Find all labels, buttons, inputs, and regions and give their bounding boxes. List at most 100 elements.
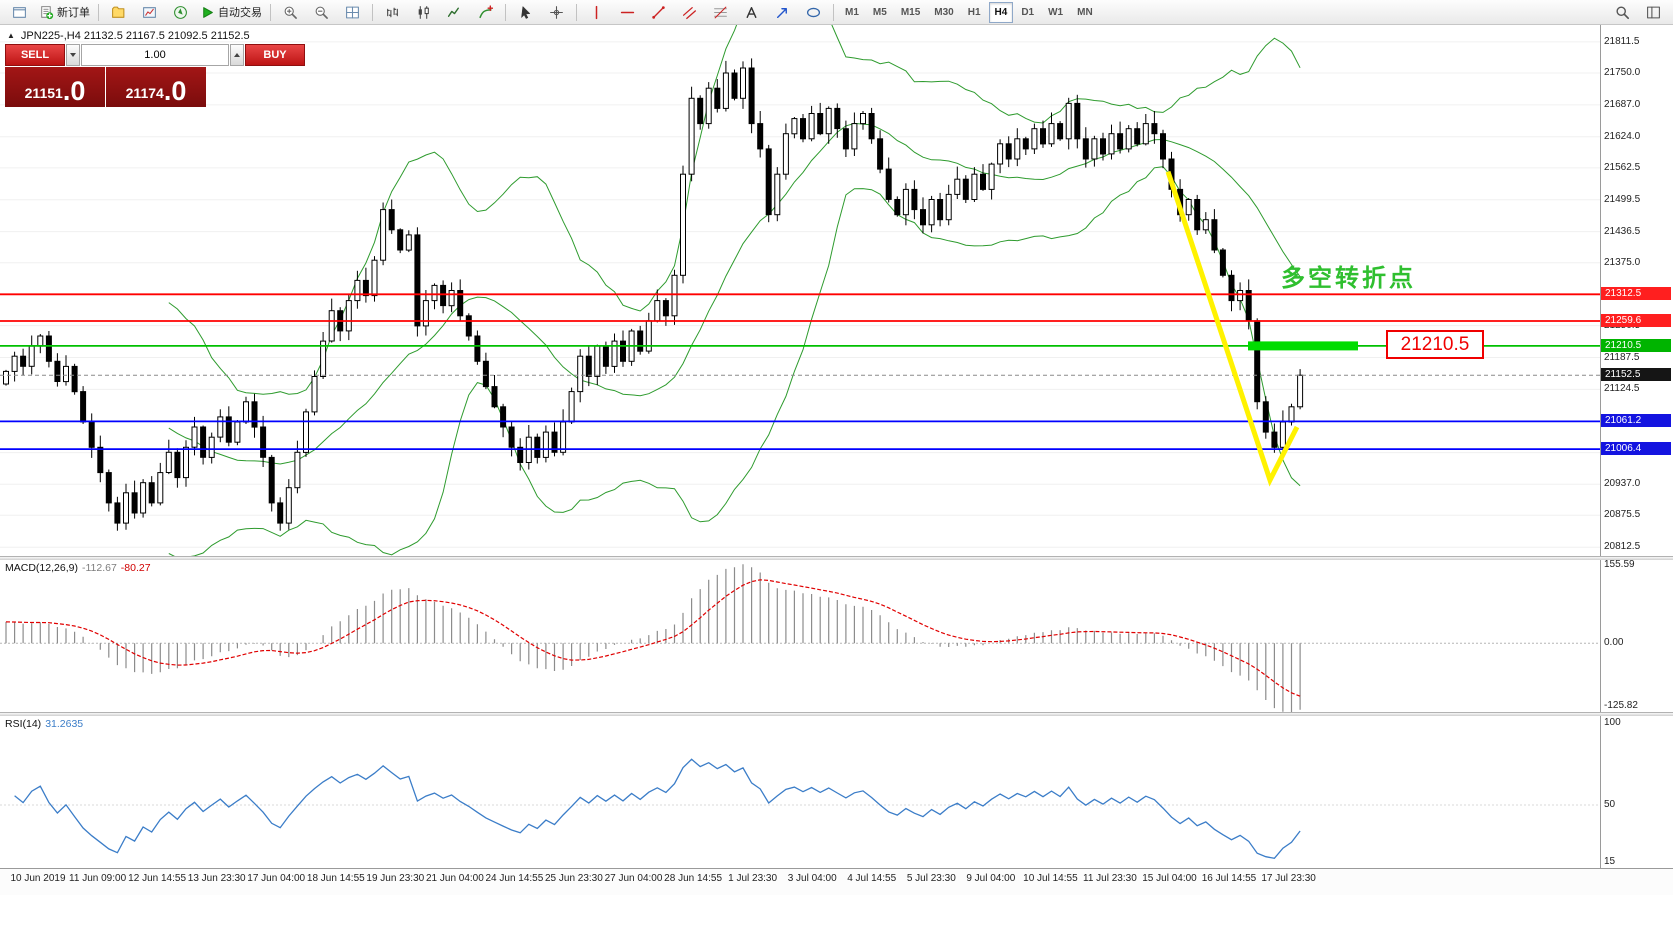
channel-button[interactable] (674, 1, 705, 24)
market-watch-icon (143, 6, 156, 18)
green-highlight-band[interactable] (1248, 341, 1358, 351)
price-callout-box[interactable]: 21210.5 (1386, 330, 1484, 359)
time-tick-label: 17 Jul 23:30 (1261, 873, 1316, 884)
trade-panel-controls: SELL BUY (5, 44, 305, 66)
candlestick-chart-button[interactable] (408, 1, 439, 24)
indicators-button[interactable] (470, 1, 501, 24)
fibonacci-button[interactable] (705, 1, 736, 24)
autotrade-icon (203, 6, 213, 18)
price-tick-label: 21436.5 (1604, 225, 1641, 237)
candles-layer (3, 58, 1304, 531)
price-badge: 21061.2 (1601, 414, 1671, 428)
indicators-icon (479, 4, 493, 18)
levels-layer[interactable] (0, 293, 1600, 451)
cursor-icon (521, 5, 531, 19)
layout-button[interactable] (1638, 1, 1669, 24)
time-axis[interactable] (0, 868, 1673, 895)
indicator-tick-label: -125.82 (1604, 700, 1638, 712)
yellow-trend-line[interactable] (1165, 170, 1300, 487)
text-icon (746, 6, 757, 18)
new-order-button[interactable]: 新订单 (35, 1, 94, 24)
line-chart-icon (447, 7, 459, 17)
sell-button[interactable]: SELL (5, 44, 65, 66)
time-tick-label: 15 Jul 04:00 (1142, 873, 1197, 884)
bar-chart-button[interactable] (377, 1, 408, 24)
time-tick-label: 24 Jun 14:55 (485, 873, 544, 884)
auto-trading-button[interactable]: 自动交易 (196, 1, 266, 24)
timeframe-d1-button[interactable]: D1 (1021, 6, 1035, 18)
indicator-tick-label: 15 (1604, 856, 1616, 867)
profiles-button[interactable] (103, 1, 134, 24)
timeframe-w1-button[interactable]: W1 (1048, 6, 1064, 18)
caret-down-icon (70, 53, 76, 57)
layout-icon (1647, 6, 1660, 18)
time-tick-label: 11 Jun 09:00 (69, 873, 127, 884)
market-watch-button[interactable] (134, 1, 165, 24)
time-tick-label: 4 Jul 14:55 (847, 873, 897, 884)
timeframe-m30-button[interactable]: M30 (934, 6, 954, 18)
arrows-button[interactable] (767, 1, 798, 24)
vline-icon (595, 5, 598, 19)
time-tick-label: 5 Jul 23:30 (906, 873, 956, 884)
timeframe-m5-button[interactable]: M5 (872, 6, 887, 18)
auto-trading-button-label: 自动交易 (218, 7, 262, 19)
timeframe-h4-button[interactable]: H4 (988, 1, 1014, 23)
window-icon (13, 6, 26, 18)
main-toolbar: 新订单 自动交易 M1 M5 M15 M30 H1 H4 D1 W1 MN (0, 0, 1673, 25)
crosshair-button[interactable] (541, 1, 572, 24)
turning-point-annotation[interactable]: 多空转折点 (1281, 265, 1416, 292)
time-tick-label: 28 Jun 14:55 (664, 873, 723, 884)
horizontal-line-button[interactable] (612, 1, 643, 24)
toolbar-separator (270, 3, 271, 21)
timeframe-h1-button[interactable]: H1 (967, 6, 981, 18)
toolbar-separator (505, 3, 506, 21)
buy-button[interactable]: BUY (245, 44, 305, 66)
sell-price[interactable]: 21151.0 (5, 67, 105, 107)
one-click-collapse-icon[interactable]: ▲ (7, 31, 15, 40)
indicator-tick-label: 100 (1604, 717, 1621, 728)
toolbar-separator (833, 3, 834, 21)
bollinger-layer (168, 0, 1301, 559)
toolbar-separator (372, 3, 373, 21)
grid-layer (0, 41, 1600, 548)
time-tick-label: 25 Jun 23:30 (544, 873, 603, 884)
line-chart-button[interactable] (439, 1, 470, 24)
price-tick-label: 21624.0 (1604, 130, 1641, 142)
macd-panel-separator[interactable] (0, 556, 1673, 560)
shapes-button[interactable] (798, 1, 829, 24)
cursor-button[interactable] (510, 1, 541, 24)
price-tick-label: 21375.0 (1604, 256, 1641, 268)
zoom-out-button[interactable] (306, 1, 337, 24)
search-button[interactable] (1607, 1, 1638, 24)
price-tick-label: 21750.0 (1604, 67, 1641, 78)
price-tick-label: 21187.5 (1604, 351, 1640, 363)
volume-increase-button[interactable] (230, 44, 244, 66)
zoom-in-button[interactable] (275, 1, 306, 24)
price-tick-label: 21687.0 (1604, 98, 1641, 110)
trendline-button[interactable] (643, 1, 674, 24)
zoom-out-icon (315, 6, 328, 19)
navigator-button[interactable] (165, 1, 196, 24)
navigator-icon (174, 5, 187, 19)
rsi-panel-separator[interactable] (0, 712, 1673, 716)
timeframe-m1-button[interactable]: M1 (845, 6, 859, 18)
volume-input[interactable] (81, 44, 229, 66)
drawings-layer[interactable] (1165, 170, 1358, 487)
macd-main-value: -112.67 (81, 562, 117, 574)
vertical-line-button[interactable] (581, 1, 612, 24)
price-axis-divider (1600, 25, 1601, 869)
timeframe-m15-button[interactable]: M15 (900, 6, 921, 18)
crosshair-icon (550, 5, 563, 19)
chart-ohlc-title: JPN225-,H4 21132.5 21167.5 21092.5 21152… (20, 30, 250, 42)
timeframe-mn-button[interactable]: MN (1077, 6, 1093, 18)
time-tick-label: 12 Jun 14:55 (128, 873, 187, 884)
buy-price[interactable]: 21174.0 (106, 67, 206, 107)
rsi-indicator-label: RSI(14) 31.2635 (5, 718, 83, 730)
text-button[interactable] (736, 1, 767, 24)
price-badge: 21152.5 (1601, 368, 1671, 382)
chart-window-button[interactable] (4, 1, 35, 24)
tile-windows-button[interactable] (337, 1, 368, 24)
volume-decrease-button[interactable] (66, 44, 80, 66)
